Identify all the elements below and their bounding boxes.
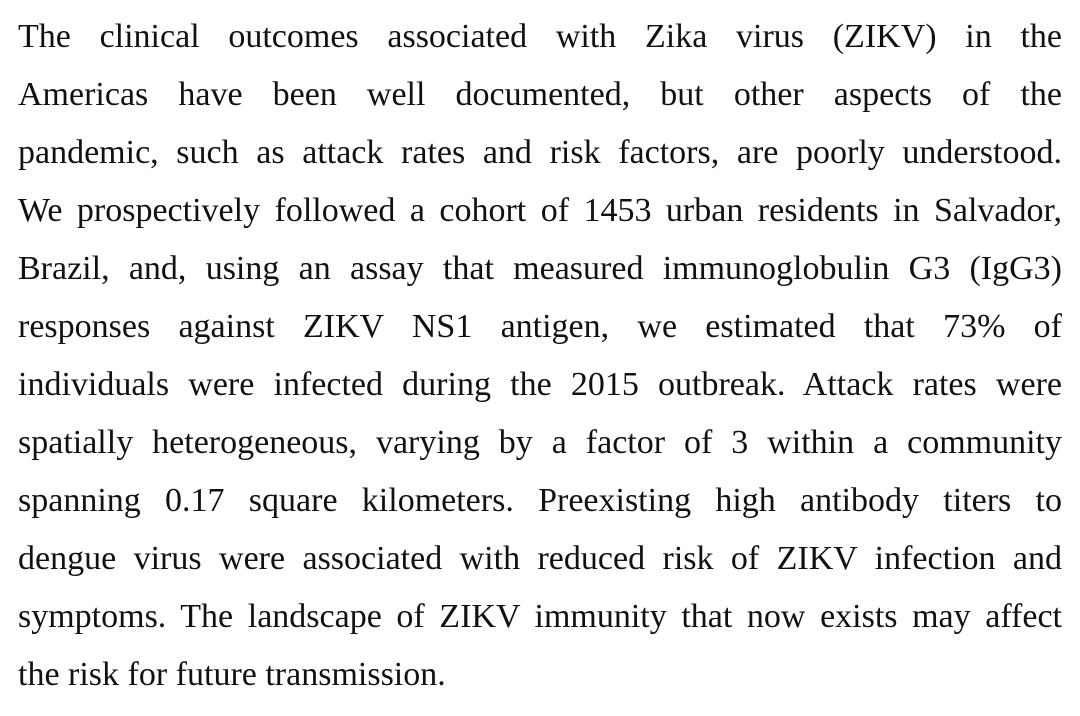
text-line: Americas have been well documented, but … <box>18 76 1062 113</box>
text-line: the risk for future transmission. <box>18 656 446 693</box>
text-line: pandemic, such as attack rates and risk … <box>18 134 1062 171</box>
text-line: spanning 0.17 square kilometers. Preexis… <box>18 482 1062 519</box>
text-line: individuals were infected during the 201… <box>18 366 1062 403</box>
text-line: symptoms. The landscape of ZIKV immunity… <box>18 598 1062 635</box>
text-line: responses against ZIKV NS1 antigen, we e… <box>18 308 1062 345</box>
text-line: We prospectively followed a cohort of 14… <box>18 192 1062 229</box>
text-line: dengue virus were associated with reduce… <box>18 540 1062 577</box>
text-line: The clinical outcomes associated with Zi… <box>18 18 1062 55</box>
abstract-paragraph: The clinical outcomes associated with Zi… <box>18 8 1062 704</box>
text-line: spatially heterogeneous, varying by a fa… <box>18 424 1062 461</box>
text-line: Brazil, and, using an assay that measure… <box>18 250 1062 287</box>
